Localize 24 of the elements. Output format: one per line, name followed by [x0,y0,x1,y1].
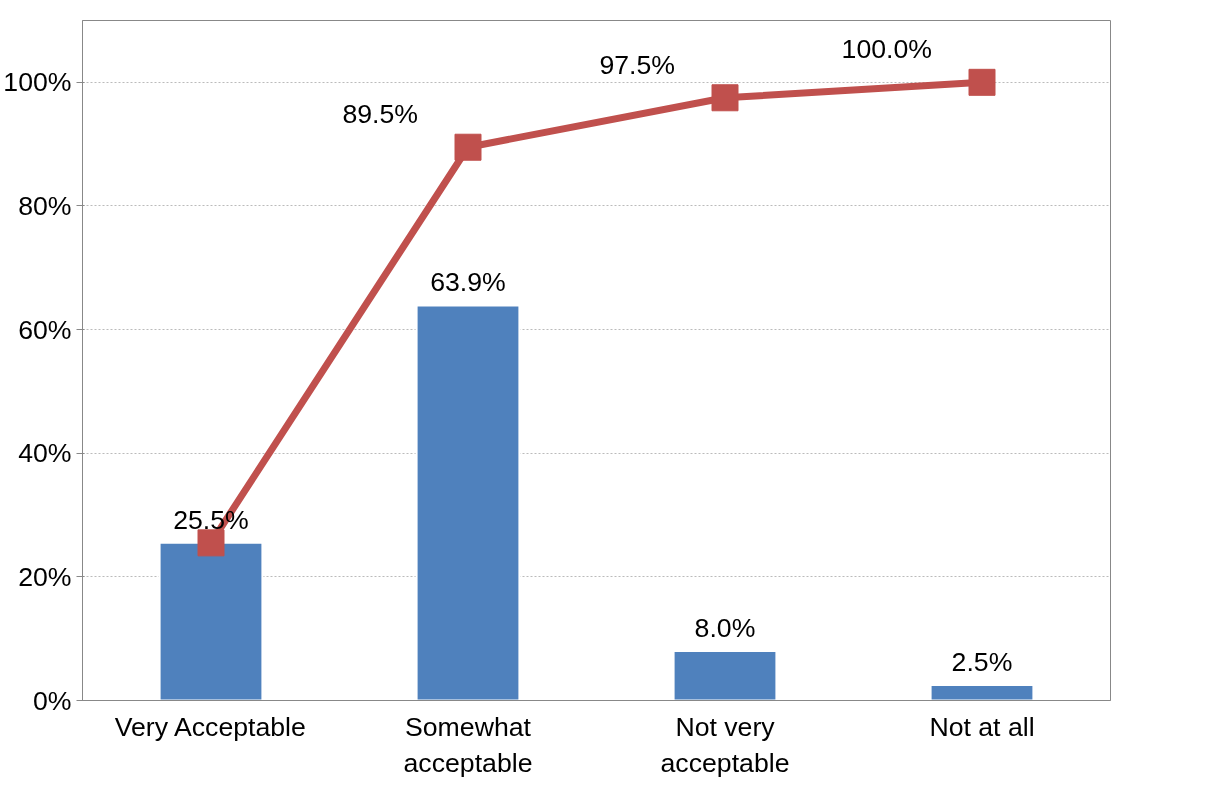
x-tick-label: Somewhat acceptable [403,711,533,778]
y-tick-label: 100% [3,67,72,98]
y-tick-label: 0% [32,685,72,716]
bar [672,650,778,701]
data-label: 8.0% [694,613,756,644]
data-label: 97.5% [599,49,676,80]
x-tick-label: Not at all [929,711,1035,742]
bar [929,684,1035,701]
point [711,84,739,112]
y-tick-label: 60% [18,314,72,345]
data-label: 63.9% [430,267,506,298]
data-label: 2.5% [951,647,1013,678]
point [197,529,225,557]
y-tick-label: 20% [18,561,72,592]
x-tick-label: Very Acceptable [114,711,306,742]
point [968,68,996,96]
data-label: 100.0% [841,34,933,65]
y-tick-label: 40% [18,438,72,469]
data-label: 89.5% [342,99,419,130]
x-tick-label: Not very acceptable [660,711,790,778]
bar [415,304,521,701]
y-tick-label: 80% [18,190,72,221]
point [454,133,482,161]
bar [158,541,264,701]
